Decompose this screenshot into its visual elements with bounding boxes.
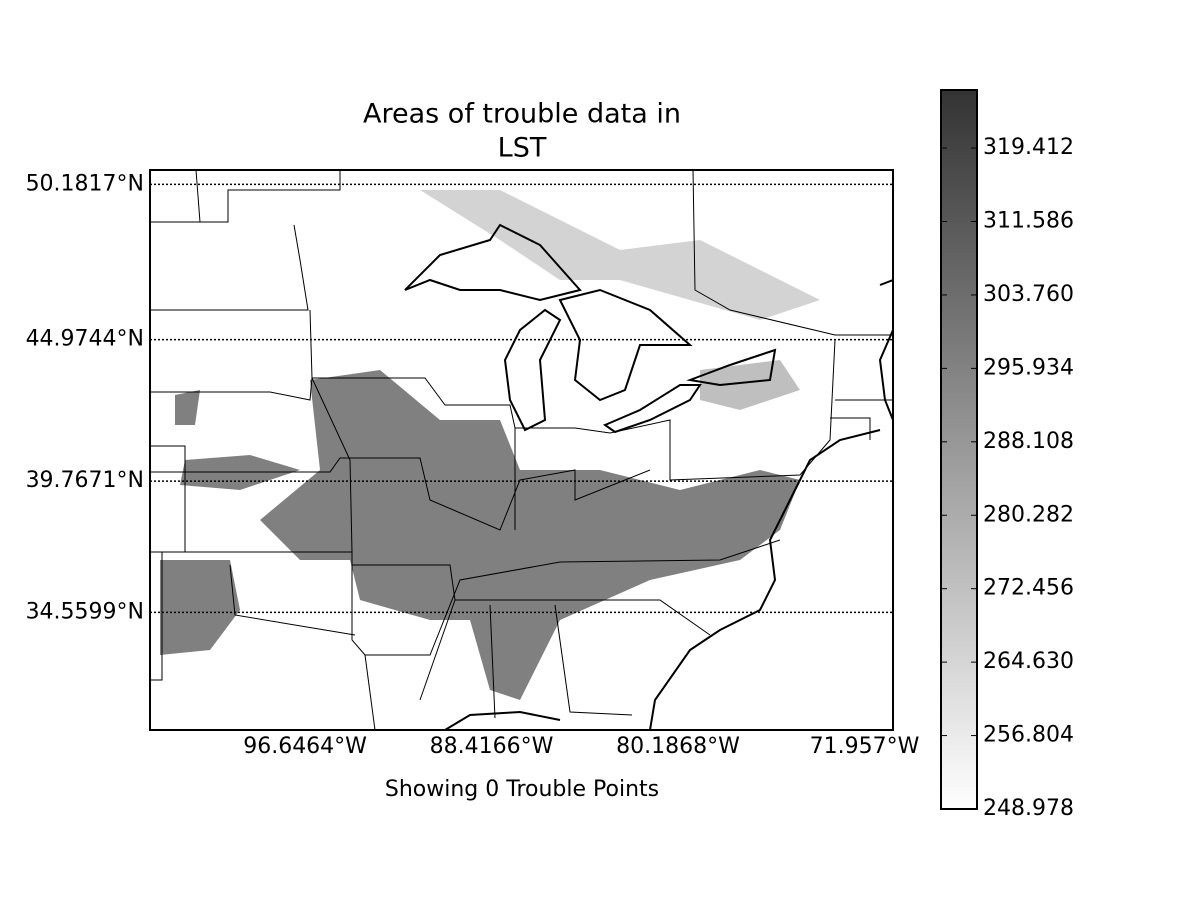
coastline (404, 223, 893, 730)
lat-label: 34.5599°N (26, 599, 144, 624)
colorbar-label: 311.586 (983, 209, 1074, 234)
colorbar-label: 256.804 (983, 723, 1074, 748)
lon-label: 96.6464°W (243, 734, 367, 759)
title-line: LST (498, 133, 547, 164)
map-frame (149, 169, 894, 731)
colorbar-label: 280.282 (983, 502, 1074, 527)
colorbar-label: 272.456 (983, 576, 1074, 601)
colorbar (940, 89, 978, 810)
map-body (150, 170, 893, 730)
colorbar-label: 248.978 (983, 796, 1074, 821)
lat-label: 44.9744°N (26, 327, 144, 352)
state-borders (150, 170, 893, 730)
lon-label: 71.957°W (810, 734, 920, 759)
x-label: Showing 0 Trouble Points (385, 777, 659, 802)
lon-label: 80.1868°W (616, 734, 740, 759)
colorbar-label: 303.760 (983, 282, 1074, 307)
colorbar-label: 295.934 (983, 355, 1074, 380)
lat-label: 39.7671°N (26, 468, 144, 493)
data-regions (160, 190, 820, 700)
title-line: Areas of trouble data in (363, 99, 681, 130)
colorbar-label: 288.108 (983, 429, 1074, 454)
colorbar-label: 319.412 (983, 135, 1074, 160)
lon-label: 88.4166°W (430, 734, 554, 759)
lat-label: 50.1817°N (26, 171, 144, 196)
colorbar-label: 264.630 (983, 649, 1074, 674)
